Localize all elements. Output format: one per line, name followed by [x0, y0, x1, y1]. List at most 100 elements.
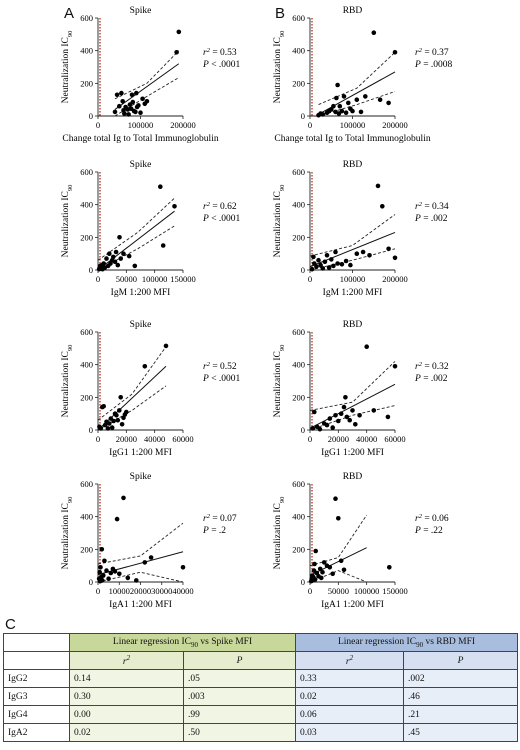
- data-point: [326, 265, 332, 270]
- data-point: [322, 259, 328, 265]
- rbd-r2-cell: 0.03: [295, 723, 405, 742]
- fit-line: [309, 383, 396, 429]
- data-point: [98, 426, 104, 431]
- y-axis-label: Neutralization IC90: [61, 345, 74, 418]
- chart-title: RBD: [343, 160, 363, 170]
- fit-line: [97, 210, 175, 271]
- ci-upper-curve: [97, 197, 175, 261]
- x-tick-label: 200000: [382, 120, 408, 130]
- y-tick-label: 200: [80, 78, 93, 88]
- data-point: [380, 204, 385, 209]
- data-point: [176, 29, 182, 35]
- x-axis-label: IgG1 1:200 MFI: [109, 448, 172, 458]
- data-point: [130, 99, 136, 105]
- data-point: [115, 262, 121, 268]
- data-point: [335, 261, 340, 266]
- data-point: [174, 50, 179, 55]
- data-point: [364, 344, 370, 350]
- data-point: [341, 94, 347, 99]
- data-point: [339, 108, 345, 114]
- data-point: [309, 266, 315, 272]
- data-point: [358, 109, 364, 115]
- data-point: [347, 417, 353, 423]
- data-point: [119, 422, 125, 427]
- spike-p-header: P: [182, 651, 297, 670]
- data-point: [320, 266, 326, 271]
- data-point: [354, 251, 360, 256]
- data-point: [350, 108, 355, 114]
- data-point: [101, 261, 106, 266]
- data-point: [329, 257, 334, 262]
- data-point: [136, 103, 141, 108]
- data-point: [107, 251, 112, 256]
- data-point: [350, 408, 355, 413]
- panel-letter-b: B: [275, 5, 286, 22]
- data-point: [117, 103, 122, 109]
- data-point: [348, 262, 353, 268]
- table-row: IgG2 0.14 .05 0.33 .002: [3, 669, 519, 688]
- data-point: [387, 565, 392, 570]
- x-tick-label: 0: [308, 120, 312, 130]
- data-point: [335, 82, 340, 88]
- y-tick-label: 0: [301, 111, 305, 121]
- data-point: [138, 110, 143, 115]
- data-point: [344, 414, 350, 420]
- data-point: [319, 575, 324, 581]
- regression-table: Linear regression IC90 vs Spike MFI Line…: [3, 633, 519, 742]
- p-annotation: P = .002: [414, 214, 448, 224]
- x-tick-label: 20000: [328, 434, 349, 444]
- x-tick-label: 20000: [130, 586, 151, 596]
- y-tick-label: 200: [80, 392, 93, 402]
- data-point: [320, 112, 326, 117]
- x-tick-label: 100000: [354, 586, 380, 596]
- y-tick-label: 600: [80, 479, 93, 489]
- data-point: [112, 109, 118, 115]
- data-point: [338, 411, 344, 417]
- data-point: [392, 50, 398, 55]
- data-point: [312, 409, 317, 415]
- table-header-row: Linear regression IC90 vs Spike MFI Line…: [3, 633, 519, 652]
- data-point: [140, 96, 145, 102]
- data-point: [111, 254, 116, 260]
- data-point: [132, 263, 138, 269]
- y-tick-label: 200: [292, 392, 305, 402]
- data-point: [357, 413, 362, 418]
- spike-r2-cell: 0.02: [69, 723, 184, 742]
- spike-header: Linear regression IC90 vs Spike MFI: [68, 633, 297, 652]
- y-tick-label: 400: [292, 360, 305, 370]
- rbd-p-cell: .21: [403, 705, 519, 724]
- r2-annotation: r2 = 0.32: [415, 361, 449, 373]
- data-point: [333, 496, 338, 502]
- x-tick-label: 50000: [328, 586, 349, 596]
- r2-annotation: r2 = 0.34: [415, 201, 449, 213]
- y-tick-label: 600: [80, 13, 93, 23]
- scatter-panel: Spike 0 200 400 600 0 50000 100000 150000 IgM 1:2…: [61, 160, 241, 298]
- p-annotation: P < .0001: [202, 214, 241, 224]
- ci-lower-curve: [97, 385, 167, 431]
- data-point: [121, 495, 126, 501]
- data-point: [333, 413, 338, 418]
- spike-p-cell: .50: [182, 723, 297, 742]
- data-point: [114, 516, 120, 522]
- rbd-r2-cell: 0.33: [295, 669, 405, 688]
- y-tick-label: 600: [292, 167, 305, 177]
- x-tick-label: 200000: [382, 274, 408, 284]
- table-row: IgA2 0.02 .50 0.03 .45: [3, 723, 519, 742]
- y-tick-label: 0: [301, 577, 305, 587]
- data-point: [163, 343, 169, 349]
- y-axis-label: Neutralization IC90: [273, 497, 286, 570]
- data-point: [312, 561, 317, 567]
- data-point: [316, 257, 321, 263]
- rbd-p-cell: .002: [403, 669, 519, 688]
- y-axis-label: Neutralization IC90: [273, 185, 286, 258]
- x-tick-label: 200000: [170, 120, 196, 130]
- data-point: [375, 183, 381, 189]
- p-annotation: P = .2: [202, 526, 226, 536]
- data-point: [158, 184, 163, 189]
- p-annotation: P < .0001: [202, 60, 241, 70]
- data-point: [101, 573, 106, 578]
- y-tick-label: 400: [80, 360, 93, 370]
- table-blank-cell: [3, 651, 70, 670]
- chart-title: RBD: [343, 472, 363, 482]
- data-point: [312, 577, 318, 582]
